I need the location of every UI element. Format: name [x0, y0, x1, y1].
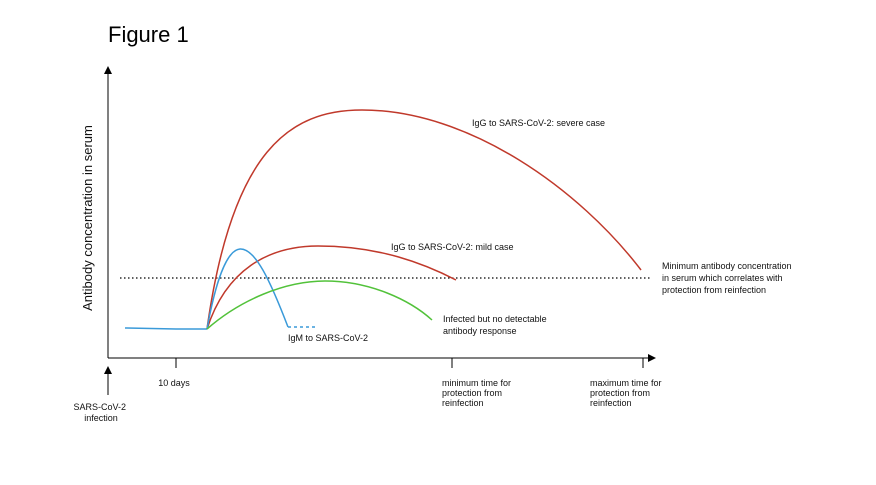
series-label-no-response: Infected but no detectable antibody resp…	[443, 314, 549, 336]
series-no-response-line	[206, 280, 433, 330]
x-tick-label-10-days: 10 days	[158, 378, 190, 388]
series-igg-mild-line	[206, 245, 457, 330]
y-axis-label: Antibody concentration in serum	[80, 125, 95, 311]
pre-response-baseline	[124, 327, 207, 330]
x-tick-label-minimum-protection: minimum time for protection from reinfec…	[442, 378, 514, 408]
series-label-igm: IgM to SARS-CoV-2	[288, 333, 368, 343]
threshold-label: Minimum antibody concentration in serum …	[662, 261, 794, 295]
series-igg-severe-line	[206, 109, 642, 330]
series-label-igg-mild: IgG to SARS-CoV-2: mild case	[391, 242, 514, 252]
series-label-igg-severe: IgG to SARS-CoV-2: severe case	[472, 118, 605, 128]
figure-title: Figure 1	[108, 22, 189, 47]
origin-label: SARS-CoV-2 infection	[73, 402, 128, 423]
x-tick-label-maximum-protection: maximum time for protection from reinfec…	[590, 378, 664, 408]
